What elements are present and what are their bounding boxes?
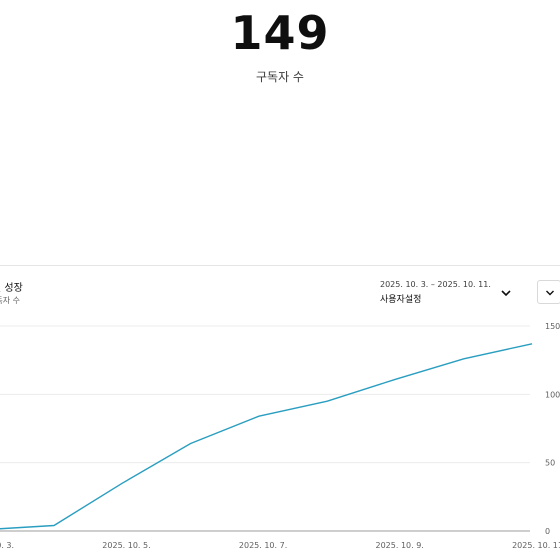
y-tick-label: 150 — [545, 322, 560, 331]
x-tick-label: 2025. 10. 9. — [376, 541, 424, 550]
chart-card-title: 월 성장 — [0, 283, 23, 294]
section-divider — [0, 265, 560, 266]
subscriber-line-chart: 0 50 100 150 2025. 10. 3. 2025. 10. 5. 2025. … — [0, 322, 560, 550]
chevron-down-icon — [546, 290, 554, 296]
metric-select-button[interactable] — [537, 280, 560, 304]
chart-card-subtitle: 구독자 수 — [0, 296, 20, 305]
x-tick-label: 2025. 10. 7. — [239, 541, 287, 550]
date-range-label[interactable]: 사용자설정 — [380, 295, 422, 305]
series-line — [0, 343, 533, 530]
x-tick-label: 2025. 10. 11. — [512, 541, 560, 550]
x-tick-label: 2025. 10. 3. — [0, 541, 14, 550]
y-tick-label: 100 — [545, 390, 560, 399]
x-tick-label: 2025. 10. 5. — [102, 541, 150, 550]
subscriber-count: 149 — [230, 6, 330, 60]
y-tick-label: 0 — [545, 527, 550, 536]
y-tick-label: 50 — [545, 459, 555, 468]
date-range-text[interactable]: 2025. 10. 3. – 2025. 10. 11. — [380, 280, 491, 289]
date-range-chevron-icon[interactable] — [498, 285, 514, 299]
subscriber-count-label: 구독자 수 — [256, 70, 304, 84]
